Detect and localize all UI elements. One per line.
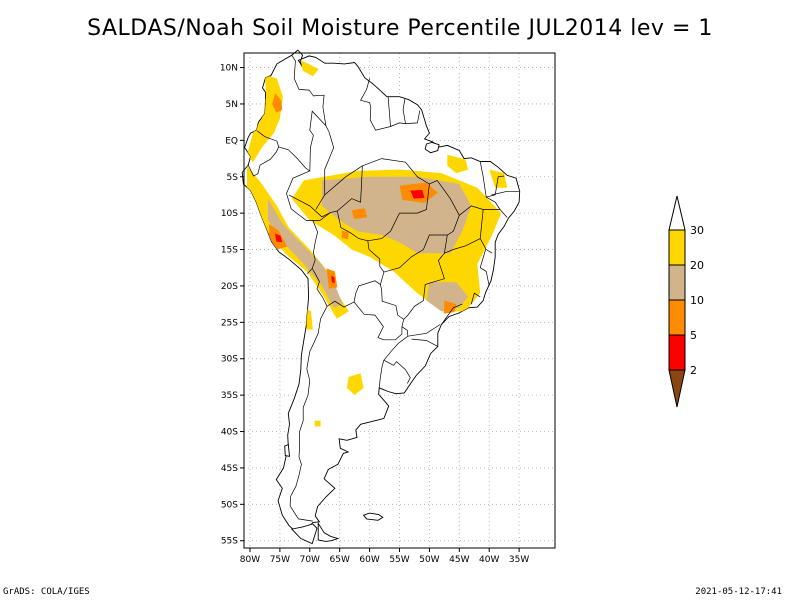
lat-tick-label: 50S <box>221 500 238 510</box>
border-line <box>441 303 463 325</box>
lat-tick-label: 45S <box>221 464 238 474</box>
border-line <box>486 196 501 210</box>
border-line <box>367 183 430 242</box>
border-line <box>309 110 327 171</box>
percentile-region <box>426 282 469 312</box>
colorbar-segment <box>668 264 686 301</box>
island-coastline <box>284 443 291 457</box>
south-america-land <box>241 49 521 545</box>
lat-tick-label: 5N <box>226 100 238 110</box>
percentile-hotspot <box>410 189 425 199</box>
lat-tick-label: 55S <box>221 537 238 547</box>
lat-tick-label: 40S <box>221 428 238 438</box>
lat-tick-label: 20S <box>221 282 238 292</box>
island-coastline <box>424 142 440 154</box>
percentile-hotspot <box>275 233 283 243</box>
colorbar-segment <box>668 334 686 371</box>
border-line <box>479 209 493 254</box>
lon-tick-label: 40W <box>479 555 499 565</box>
border-line <box>315 131 335 210</box>
lat-tick-label: 30S <box>221 355 238 365</box>
lon-tick-label: 50W <box>419 555 439 565</box>
percentile-region <box>321 176 472 254</box>
percentile-shading <box>247 60 508 427</box>
percentile-region <box>314 420 321 427</box>
border-line <box>288 194 331 218</box>
colorbar-level-label: 30 <box>690 224 704 237</box>
percentile-region <box>447 154 469 174</box>
border-line <box>324 165 363 196</box>
border-line <box>387 96 391 127</box>
colorbar-level-label: 5 <box>690 329 697 342</box>
lon-tick-label: 80W <box>240 555 260 565</box>
percentile-region <box>247 74 283 163</box>
border-line <box>278 146 318 274</box>
island-coastline <box>362 512 384 521</box>
percentile-hotspot <box>341 230 349 240</box>
colorbar-segment <box>668 299 686 336</box>
border-line <box>444 238 481 254</box>
lat-tick-label: EQ <box>225 136 238 146</box>
border-line <box>289 306 328 522</box>
percentile-region <box>443 300 457 314</box>
colorbar-segment <box>668 229 686 266</box>
border-line <box>479 161 505 198</box>
software-credit: GrADS: COLA/IGES <box>3 587 90 597</box>
lon-tick-label: 65W <box>330 555 350 565</box>
timestamp: 2021-05-12-17:41 <box>695 587 782 597</box>
colorbar-level-label: 20 <box>690 259 704 272</box>
lon-tick-label: 60W <box>359 555 379 565</box>
lon-tick-label: 75W <box>270 555 290 565</box>
percentile-region <box>272 93 283 113</box>
lon-tick-label: 45W <box>449 555 469 565</box>
border-line <box>491 190 520 196</box>
lat-tick-label: 15S <box>221 246 238 256</box>
colorbar-legend: 30 20 10 5 2 <box>668 195 704 408</box>
lat-tick-label: 10N <box>220 64 238 74</box>
border-line <box>291 55 330 132</box>
border-line <box>402 98 406 124</box>
border-line <box>360 78 421 131</box>
lon-tick-label: 70W <box>300 555 320 565</box>
border-line <box>470 292 481 305</box>
colorbar-level-label: 10 <box>690 294 704 307</box>
border-line <box>247 130 280 177</box>
lat-tick-label: 35S <box>221 391 238 401</box>
lat-tick-label: 10S <box>221 209 238 219</box>
border-line <box>337 165 363 212</box>
country-borders <box>247 55 520 522</box>
lat-tick-label: 5S <box>227 173 239 183</box>
colorbar-level-label: 2 <box>690 364 697 377</box>
longitude-labels: 80W 75W 70W 65W 60W 55W 50W 45W 40W 35W <box>240 548 529 565</box>
continent-coastline <box>241 49 521 533</box>
colorbar-bottom-arrow <box>668 369 686 408</box>
percentile-hotspot <box>351 208 368 219</box>
border-line <box>353 284 405 341</box>
lat-tick-label: 25S <box>221 318 238 328</box>
border-line <box>411 338 438 347</box>
colorbar-top-arrow <box>668 195 686 231</box>
lon-tick-label: 55W <box>389 555 409 565</box>
island-coastline <box>290 523 318 545</box>
border-line <box>479 249 490 286</box>
lon-tick-label: 35W <box>509 555 529 565</box>
percentile-hotspot <box>331 275 335 283</box>
percentile-region <box>300 60 319 77</box>
border-line <box>407 324 441 337</box>
border-line <box>383 359 411 384</box>
border-line <box>403 234 448 320</box>
island-coastline <box>317 521 340 542</box>
border-line <box>378 326 409 388</box>
map-title: SALDAS/Noah Soil Moisture Percentile JUL… <box>87 16 713 41</box>
percentile-region <box>267 198 343 308</box>
latitude-labels: 10N 5N EQ 5S 10S 15S 20S 25S 30S 35S 40S 45S 50S 55S <box>220 64 244 547</box>
percentile-region <box>346 373 364 396</box>
